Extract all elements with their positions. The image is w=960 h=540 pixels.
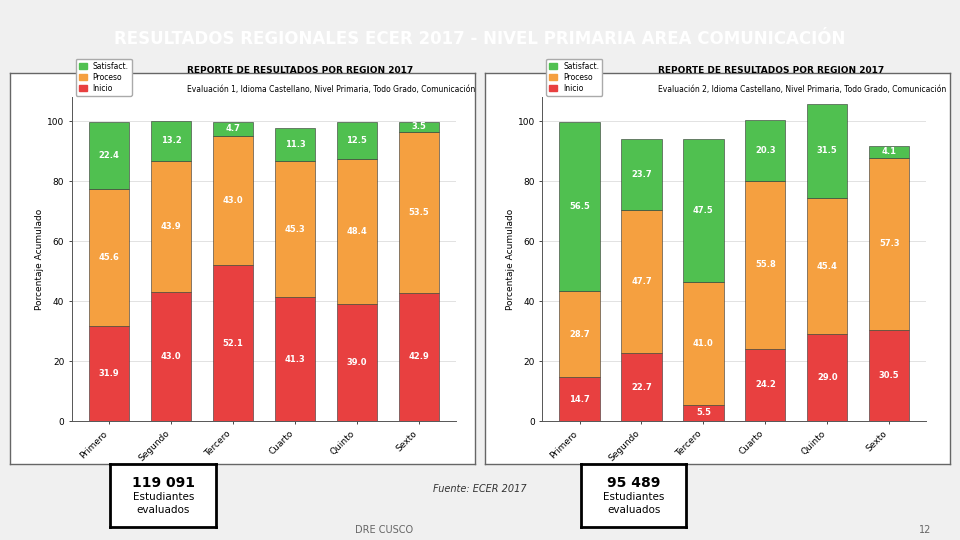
Legend: Satisfact., Proceso, Inicio: Satisfact., Proceso, Inicio [76, 59, 132, 96]
Text: 48.4: 48.4 [347, 227, 368, 236]
Text: 31.9: 31.9 [99, 369, 119, 378]
Text: RESULTADOS REGIONALES ECER 2017 - NIVEL PRIMARIA AREA COMUNICACIÓN: RESULTADOS REGIONALES ECER 2017 - NIVEL … [114, 30, 846, 48]
Bar [684, 404, 724, 421]
Text: 11.3: 11.3 [284, 140, 305, 149]
Text: 22.7: 22.7 [631, 383, 652, 391]
Legend: Satisfact., Proceso, Inicio: Satisfact., Proceso, Inicio [546, 59, 602, 96]
Text: 42.9: 42.9 [408, 353, 429, 361]
Bar [807, 104, 848, 198]
Text: 43.0: 43.0 [160, 352, 181, 361]
Bar [807, 198, 848, 334]
Bar [213, 265, 253, 421]
Text: 4.1: 4.1 [881, 147, 897, 156]
Bar [275, 161, 315, 298]
Text: 45.3: 45.3 [284, 225, 305, 234]
Text: 13.2: 13.2 [160, 136, 181, 145]
Bar [337, 304, 377, 421]
Text: 43.9: 43.9 [160, 222, 181, 231]
Bar [869, 145, 909, 158]
Bar [560, 122, 600, 291]
Text: 24.2: 24.2 [755, 380, 776, 389]
Text: 5.5: 5.5 [696, 408, 711, 417]
Bar [621, 210, 661, 353]
Bar [275, 298, 315, 421]
Text: 14.7: 14.7 [569, 395, 590, 404]
Text: 41.0: 41.0 [693, 339, 714, 348]
Text: 4.7: 4.7 [226, 124, 240, 133]
Text: 45.6: 45.6 [99, 253, 120, 261]
Text: 39.0: 39.0 [347, 358, 367, 367]
Bar [151, 121, 191, 160]
Text: 47.7: 47.7 [631, 277, 652, 286]
Bar [621, 139, 661, 210]
Text: 22.4: 22.4 [99, 151, 120, 160]
Text: 12.5: 12.5 [347, 136, 368, 145]
Text: 23.7: 23.7 [631, 170, 652, 179]
Bar [337, 159, 377, 304]
Bar [684, 139, 724, 282]
Text: 53.5: 53.5 [408, 208, 429, 217]
Text: 119 091: 119 091 [132, 476, 195, 490]
Bar [398, 293, 439, 421]
Text: 41.3: 41.3 [284, 355, 305, 364]
Bar [869, 158, 909, 330]
Bar [89, 122, 130, 188]
Bar [807, 334, 848, 421]
Text: 43.0: 43.0 [223, 196, 243, 205]
Text: 29.0: 29.0 [817, 373, 838, 382]
Text: Estudiantes
evaluados: Estudiantes evaluados [603, 492, 664, 515]
Bar [337, 122, 377, 159]
Bar [275, 127, 315, 161]
Text: 57.3: 57.3 [879, 239, 900, 248]
Bar [745, 120, 785, 181]
Bar [560, 377, 600, 421]
Bar [745, 349, 785, 421]
Y-axis label: Porcentaje Acumulado: Porcentaje Acumulado [506, 208, 515, 310]
Bar [745, 181, 785, 349]
Text: Evaluación 1, Idioma Castellano, Nivel Primaria, Todo Grado, Comunicación: Evaluación 1, Idioma Castellano, Nivel P… [187, 85, 475, 94]
Text: Fuente: ECER 2017: Fuente: ECER 2017 [433, 484, 527, 494]
Text: 3.5: 3.5 [412, 122, 426, 131]
Text: 30.5: 30.5 [879, 371, 900, 380]
Text: 12: 12 [919, 525, 931, 535]
Y-axis label: Porcentaje Acumulado: Porcentaje Acumulado [36, 208, 44, 310]
Text: 31.5: 31.5 [817, 146, 838, 156]
Text: 45.4: 45.4 [817, 261, 838, 271]
Bar [89, 188, 130, 326]
Text: REPORTE DE RESULTADOS POR REGION 2017: REPORTE DE RESULTADOS POR REGION 2017 [658, 65, 884, 75]
Bar [151, 292, 191, 421]
Bar [398, 122, 439, 132]
Bar [621, 353, 661, 421]
Text: 56.5: 56.5 [569, 202, 590, 211]
Text: 95 489: 95 489 [607, 476, 660, 490]
Bar [869, 330, 909, 421]
Text: Estudiantes
evaluados: Estudiantes evaluados [132, 492, 194, 515]
Text: 47.5: 47.5 [693, 206, 714, 215]
Text: 52.1: 52.1 [223, 339, 244, 348]
Text: 20.3: 20.3 [756, 146, 776, 156]
Bar [151, 160, 191, 292]
Text: 28.7: 28.7 [569, 329, 589, 339]
Bar [684, 282, 724, 404]
Bar [398, 132, 439, 293]
Bar [213, 136, 253, 265]
Bar [89, 326, 130, 421]
Text: DRE CUSCO: DRE CUSCO [355, 525, 413, 535]
Text: REPORTE DE RESULTADOS POR REGION 2017: REPORTE DE RESULTADOS POR REGION 2017 [187, 65, 414, 75]
Text: Evaluación 2, Idioma Castellano, Nivel Primaria, Todo Grado, Comunicación: Evaluación 2, Idioma Castellano, Nivel P… [658, 85, 946, 94]
Bar [560, 291, 600, 377]
Text: 55.8: 55.8 [755, 260, 776, 269]
Bar [213, 122, 253, 136]
